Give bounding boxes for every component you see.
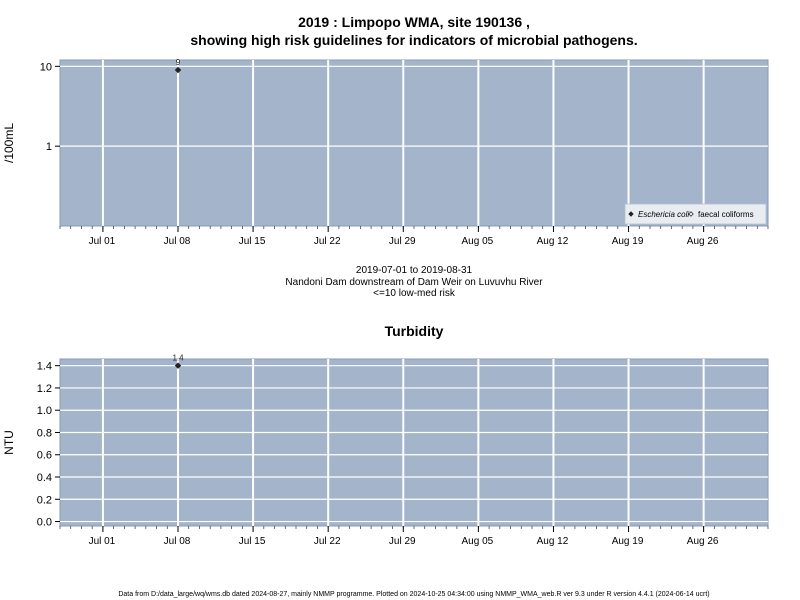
x-tick-label: Jul 22 <box>314 536 341 547</box>
risk-note-text: <=10 low-med risk <box>373 288 456 299</box>
legend-open-diamond-icon <box>688 211 694 217</box>
x-tick-label: Jul 22 <box>314 236 341 247</box>
footer-text: Data from D:/data_large/wq/wms.db dated … <box>118 591 709 598</box>
chart-title-line-2: showing high risk guidelines for indicat… <box>190 32 637 48</box>
y-axis-label: NTU <box>2 430 16 455</box>
ecoli-panel: Jul 01 Jul 08 Jul 15 Jul 22 Jul 29 Aug 05 Aug … <box>2 58 769 247</box>
y-tick-label: 0.4 <box>37 472 52 484</box>
legend-label: Eschericia coli <box>638 210 689 219</box>
x-tick-label: Jul 15 <box>239 236 266 247</box>
x-tick-label: Jul 08 <box>164 236 191 247</box>
plot-area <box>59 59 769 227</box>
x-tick-label: Aug 19 <box>612 236 644 247</box>
x-tick-label: Aug 05 <box>462 536 494 547</box>
x-tick-label: Jul 15 <box>239 536 266 547</box>
y-tick-label: 0.6 <box>37 450 52 462</box>
y-tick-label: 1.0 <box>37 405 52 417</box>
x-tick-label: Aug 12 <box>537 536 569 547</box>
x-tick-label: Jul 29 <box>389 236 416 247</box>
y-tick-label: 1.4 <box>37 361 52 373</box>
x-tick-label: Aug 26 <box>687 536 719 547</box>
legend-box <box>624 203 767 225</box>
x-tick-label: Jul 29 <box>389 536 416 547</box>
legend-filled-diamond-icon <box>628 211 634 217</box>
y-tick-label: 1.2 <box>37 383 52 395</box>
data-label: 9 <box>176 58 181 67</box>
plot-area <box>59 358 769 527</box>
data-point <box>174 362 182 369</box>
legend: Eschericia coli faecal coliforms <box>624 203 767 225</box>
data-label: 1.4 <box>172 354 184 363</box>
x-tick-label: Aug 05 <box>462 236 494 247</box>
y-tick-label: 0.2 <box>37 494 52 506</box>
turbidity-title: Turbidity <box>385 323 444 339</box>
x-tick-label: Aug 19 <box>612 536 644 547</box>
x-tick-label: Jul 01 <box>89 236 116 247</box>
x-tick-label: Aug 26 <box>687 236 719 247</box>
turbidity-panel: Jul 01 Jul 08 Jul 15 Jul 22 Jul 29 Aug 05 Aug … <box>2 354 769 547</box>
chart-title-line-1: 2019 : Limpopo WMA, site 190136 , <box>298 14 530 30</box>
date-range-text: 2019-07-01 to 2019-08-31 <box>356 265 473 276</box>
site-description-text: Nandoni Dam downstream of Dam Weir on Lu… <box>285 277 543 288</box>
y-tick-label: 10 <box>40 61 52 73</box>
x-tick-label: Aug 12 <box>537 236 569 247</box>
y-tick-label: 0.0 <box>37 517 52 529</box>
legend-label: faecal coliforms <box>698 210 754 219</box>
y-tick-label: 1 <box>46 141 52 153</box>
data-point <box>174 66 182 74</box>
y-tick-label: 0.8 <box>37 427 52 439</box>
x-tick-label: Jul 01 <box>89 536 116 547</box>
y-axis-label: /100mL <box>2 123 16 163</box>
x-tick-label: Jul 08 <box>164 536 191 547</box>
